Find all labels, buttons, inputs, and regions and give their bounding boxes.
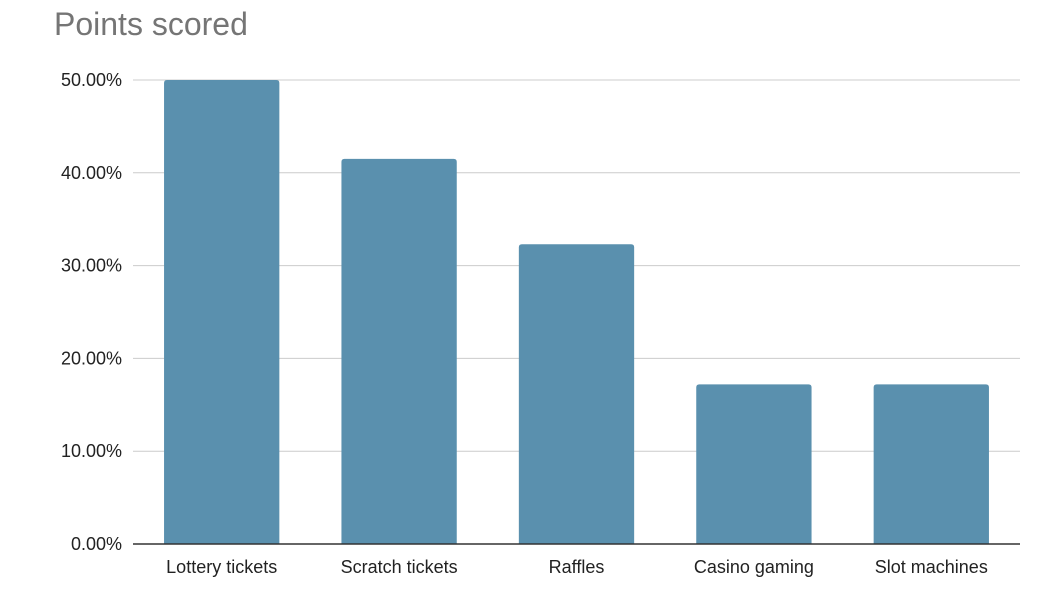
y-tick-labels: 0.00% 10.00% 20.00% 30.00% 40.00% 50.00% (61, 70, 122, 554)
y-tick-label: 10.00% (61, 441, 122, 461)
y-tick-label: 50.00% (61, 70, 122, 90)
y-tick-label: 0.00% (71, 534, 122, 554)
y-tick-label: 40.00% (61, 163, 122, 183)
category-label: Lottery tickets (166, 557, 277, 577)
bar-raffles (518, 244, 635, 545)
chart-title: Points scored (54, 6, 248, 42)
category-label: Scratch tickets (341, 557, 458, 577)
category-labels: Lottery tickets Scratch tickets Raffles Cas… (166, 557, 988, 577)
category-label: Raffles (549, 557, 605, 577)
bar-lottery-tickets (164, 80, 280, 544)
bar-slot-machines (873, 384, 989, 544)
y-tick-label: 20.00% (61, 348, 122, 368)
y-tick-label: 30.00% (61, 256, 122, 276)
category-label: Casino gaming (694, 557, 814, 577)
bars (164, 80, 989, 545)
bar-scratch-tickets (341, 158, 457, 544)
bar-casino-gaming (696, 384, 812, 544)
category-label: Slot machines (875, 557, 988, 577)
